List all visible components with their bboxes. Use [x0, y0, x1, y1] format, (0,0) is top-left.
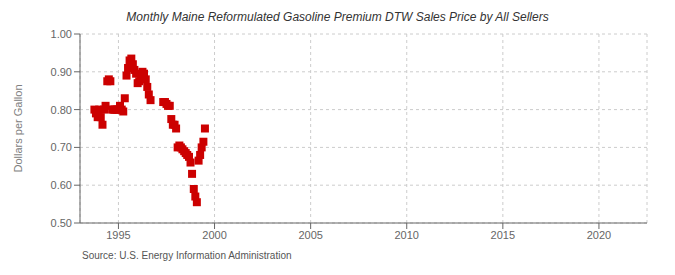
svg-text:0.60: 0.60	[51, 179, 72, 191]
svg-text:0.90: 0.90	[51, 66, 72, 78]
svg-text:2000: 2000	[202, 229, 226, 241]
html-text:Source: U.S. Energy Informatio: Source: U.S. Energy Information Administ…	[82, 250, 292, 261]
svg-text:0.80: 0.80	[51, 104, 72, 116]
html-text:Monthly Maine Reformulated Gas: Monthly Maine Reformulated Gasoline Prem…	[126, 10, 549, 24]
svg-text:2005: 2005	[298, 229, 322, 241]
svg-text:0.70: 0.70	[51, 141, 72, 153]
svg-text:2010: 2010	[395, 229, 419, 241]
svg-text:1995: 1995	[106, 229, 130, 241]
svg-text:2020: 2020	[587, 229, 611, 241]
svg-text:2015: 2015	[491, 229, 515, 241]
svg-text:Dollars per Gallon: Dollars per Gallon	[12, 84, 24, 172]
svg-text:1.00: 1.00	[51, 28, 72, 40]
svg-text:0.50: 0.50	[51, 217, 72, 229]
